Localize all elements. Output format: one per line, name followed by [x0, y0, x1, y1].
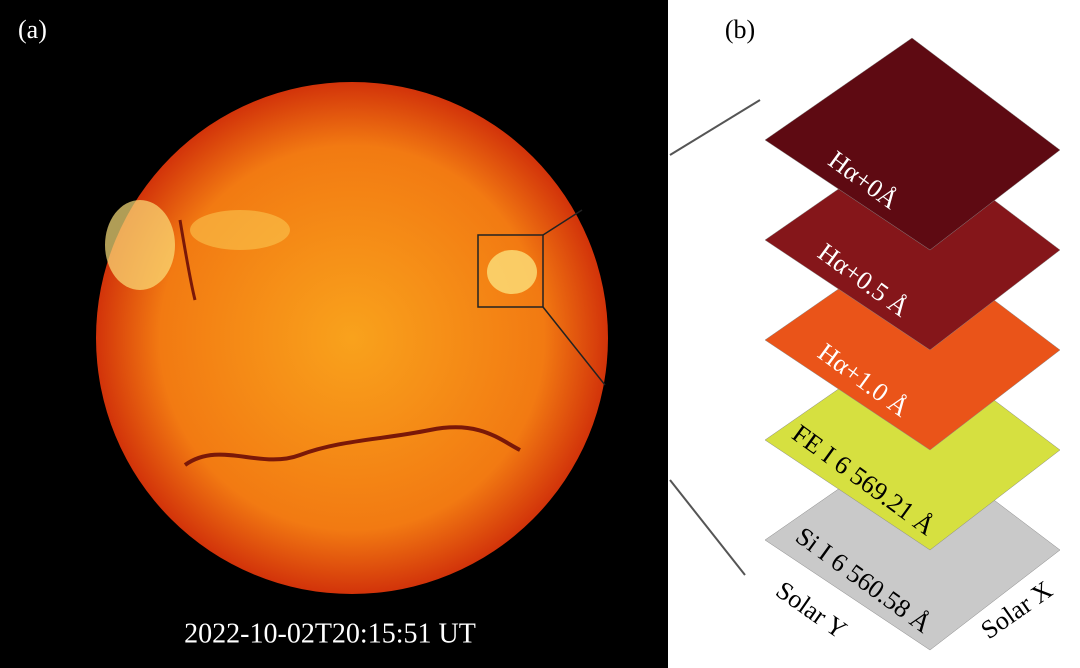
bright-region — [190, 210, 290, 250]
spectral-layer — [764, 337, 1061, 551]
spectral-layer — [764, 237, 1061, 451]
spectral-layer — [764, 37, 1061, 251]
zoom-line — [542, 209, 583, 236]
spectral-layer — [764, 437, 1061, 651]
panel-label: (b) — [725, 15, 755, 44]
connector-line — [669, 99, 761, 156]
connector-line — [669, 479, 746, 576]
spectral-layer — [764, 137, 1061, 351]
bright-region — [487, 250, 537, 294]
filament — [178, 219, 197, 301]
sun-disk — [96, 82, 608, 594]
panel-label: (a) — [18, 15, 47, 44]
bright-region — [105, 200, 175, 290]
timestamp: 2022-10-02T20:15:51 UT — [184, 618, 476, 649]
zoom-line — [542, 306, 606, 386]
filament — [183, 425, 521, 467]
zoom-box — [477, 234, 544, 308]
